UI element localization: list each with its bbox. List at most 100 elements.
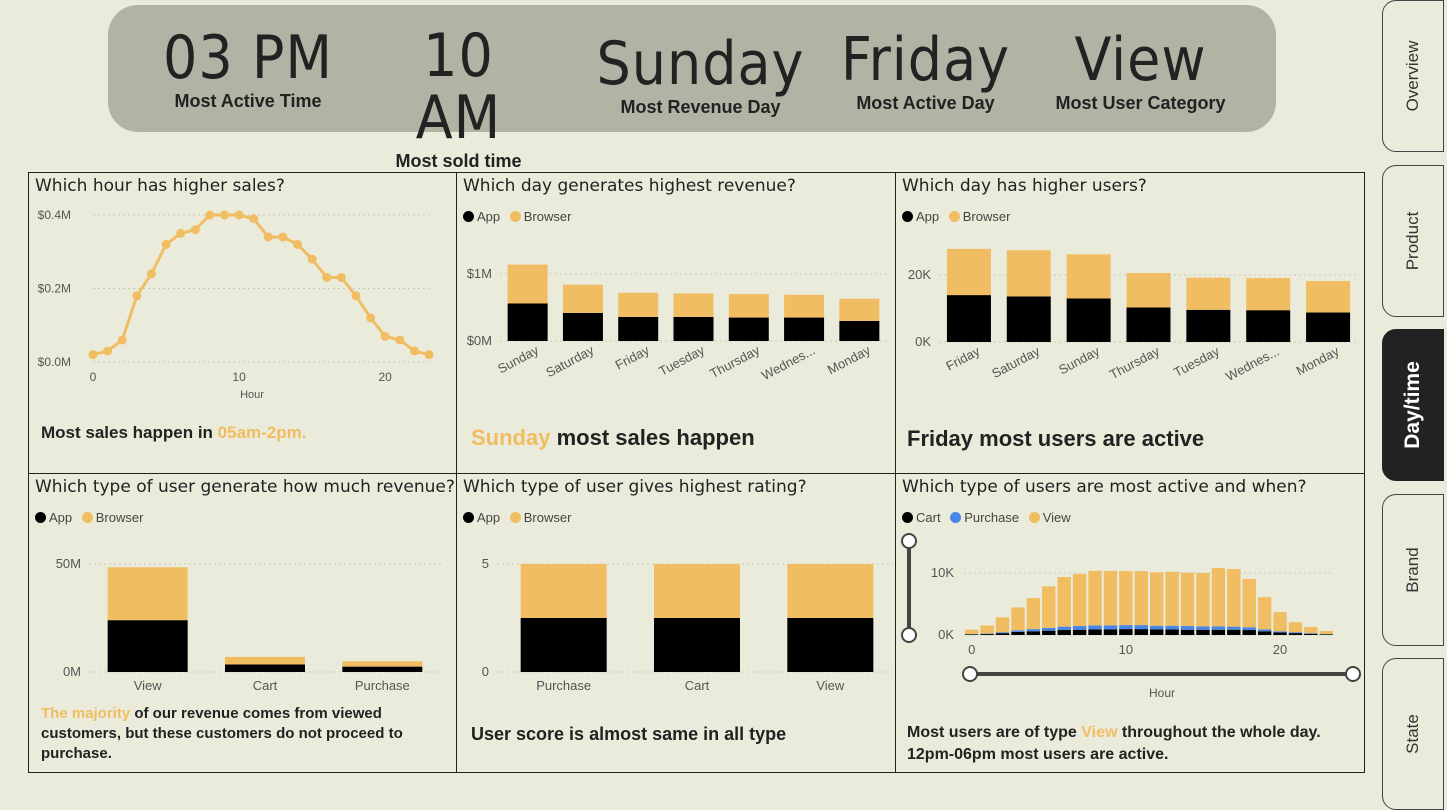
insight-highlight: Sunday <box>471 425 551 450</box>
bar-view <box>1227 568 1241 627</box>
bar-browser <box>1006 250 1051 297</box>
bar-cart <box>1026 631 1041 635</box>
legend-item-app[interactable]: App <box>35 510 72 525</box>
bar-view <box>1180 572 1195 627</box>
bar-browser <box>342 661 423 667</box>
bar-purchase <box>1150 625 1164 630</box>
data-point <box>146 269 156 279</box>
nav-overview[interactable]: Overview <box>1382 0 1444 152</box>
legend-label: Browser <box>95 510 144 525</box>
legend-label: App <box>477 209 501 224</box>
panel-day-revenue: Which day generates highest revenue? App… <box>456 172 896 474</box>
bar-view <box>1242 578 1256 628</box>
panel-title: Which day generates highest revenue? <box>463 176 796 196</box>
bar-app <box>787 618 874 672</box>
bar-browser <box>562 284 603 313</box>
bar-browser <box>507 264 548 304</box>
data-point <box>234 210 244 220</box>
nav-brand[interactable]: Brand <box>1382 494 1444 646</box>
x-tick-label: Monday <box>825 342 873 377</box>
y-tick-label: 50M <box>56 556 81 571</box>
x-tick-label: Cart <box>685 678 710 693</box>
bar-view <box>1211 568 1226 627</box>
y-tick-label: 0M <box>63 664 81 679</box>
legend-item-app[interactable]: App <box>902 209 939 224</box>
bar-view <box>1103 570 1118 626</box>
kpi-label: Most User Category <box>1055 93 1226 113</box>
x-tick-label: Tuesday <box>656 342 707 379</box>
panel-type-revenue: Which type of user generate how much rev… <box>28 473 457 773</box>
kpi-value: Sunday <box>596 29 805 99</box>
bar-cart <box>1103 629 1118 635</box>
type-active-insight: Most users are of type View throughout t… <box>907 722 1321 766</box>
legend-item-cart[interactable]: Cart <box>902 510 941 525</box>
bar-cart <box>1180 629 1195 635</box>
type-active-chart: 0K 10K 0 10 20 Hour <box>901 533 1361 700</box>
sales-line <box>92 213 430 357</box>
bar-browser <box>839 298 880 321</box>
data-point <box>249 214 259 224</box>
nav-state[interactable]: State <box>1382 658 1444 810</box>
x-tick-label: Sunday <box>495 342 541 376</box>
bar-purchase <box>1026 629 1041 632</box>
data-point <box>190 225 200 235</box>
panel-title: Which hour has higher sales? <box>35 176 285 196</box>
x-tick-label: Sunday <box>1056 343 1102 377</box>
bar-app <box>1126 307 1171 342</box>
nav-product[interactable]: Product <box>1382 165 1444 317</box>
legend-item-browser[interactable]: Browser <box>81 510 144 525</box>
bar-browser <box>1186 277 1231 310</box>
legend-dot <box>950 512 962 523</box>
x-tick-label: View <box>134 678 163 693</box>
bar-app <box>839 320 880 341</box>
data-point <box>424 350 434 360</box>
legend-item-view[interactable]: View <box>1028 510 1071 525</box>
bar-view <box>1057 577 1071 627</box>
nav-label: Product <box>1403 211 1422 271</box>
insight-text: of our revenue comes from viewed custome… <box>41 705 403 762</box>
x-axis-label: Hour <box>240 389 264 401</box>
bar-cart <box>965 634 979 635</box>
bar-purchase <box>1072 626 1087 630</box>
y-tick-label: 0K <box>915 334 931 349</box>
bar-browser <box>520 564 607 618</box>
bar-cart <box>995 633 1010 635</box>
panel-day-users: Which day has higher users? App Browser … <box>895 172 1365 474</box>
type-rating-insight: User score is almost same in all type <box>471 724 787 744</box>
legend-dot <box>81 512 93 523</box>
insight-highlight: 05am-2pm. <box>217 423 307 442</box>
bar-browser <box>728 294 769 318</box>
y-range-slider-handle <box>901 533 917 549</box>
x-tick-label: Monday <box>1294 343 1342 378</box>
data-point <box>351 291 361 301</box>
legend-item-purchase[interactable]: Purchase <box>950 510 1019 525</box>
x-tick-label: Cart <box>253 678 278 693</box>
bar-app <box>225 664 305 672</box>
bar-browser <box>1066 254 1111 299</box>
legend: App Browser <box>35 510 149 525</box>
legend-item-app[interactable]: App <box>463 209 500 224</box>
kpi-label: Most Revenue Day <box>620 97 781 117</box>
bar-view <box>1134 571 1148 626</box>
bar-cart <box>1134 629 1148 635</box>
kpi-label: Most sold time <box>395 151 522 171</box>
day-users-chart: 0K 20K Friday Saturday Sunday Thursday Tuesday… <box>908 248 1358 384</box>
nav-day-time[interactable]: Day/time <box>1382 329 1444 481</box>
bar-browser <box>784 294 825 318</box>
data-point <box>278 232 288 242</box>
legend-dot <box>35 512 46 523</box>
legend-item-app[interactable]: App <box>463 510 500 525</box>
bar-view <box>1042 586 1056 628</box>
legend-item-browser[interactable]: Browser <box>509 510 571 525</box>
bar-cart <box>1242 630 1256 635</box>
panel-title: Which type of user generate how much rev… <box>35 477 455 497</box>
panel-title: Which day has higher users? <box>902 176 1147 196</box>
panel-type-active: Which type of users are most active and … <box>895 473 1365 773</box>
data-point <box>88 350 98 360</box>
bar-view <box>1011 607 1025 631</box>
legend-item-browser[interactable]: Browser <box>509 209 571 224</box>
bar-cart <box>1165 629 1179 635</box>
legend-item-browser[interactable]: Browser <box>948 209 1010 224</box>
bar-view <box>1072 573 1087 627</box>
data-point <box>395 335 405 345</box>
